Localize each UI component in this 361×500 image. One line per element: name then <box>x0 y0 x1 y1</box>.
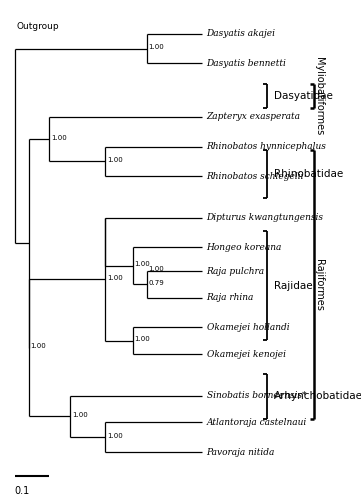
Text: Dasyatis bennetti: Dasyatis bennetti <box>206 59 287 68</box>
Text: Rhinobatos schlegelii: Rhinobatos schlegelii <box>206 172 304 180</box>
Text: 1.00: 1.00 <box>51 134 67 140</box>
Text: 1.00: 1.00 <box>135 262 151 268</box>
Text: Raja pulchra: Raja pulchra <box>206 266 265 276</box>
Text: Pavoraja nitida: Pavoraja nitida <box>206 448 275 456</box>
Text: Outgroup: Outgroup <box>16 22 59 31</box>
Text: Arhynchobatidae: Arhynchobatidae <box>274 392 361 402</box>
Text: 1.00: 1.00 <box>107 274 122 280</box>
Text: Dasyatidae: Dasyatidae <box>274 90 333 101</box>
Text: 1.00: 1.00 <box>107 157 122 163</box>
Text: 0.79: 0.79 <box>148 280 164 286</box>
Text: Rhinobatidae: Rhinobatidae <box>274 169 344 179</box>
Text: Sinobatis borneensis*: Sinobatis borneensis* <box>206 391 306 400</box>
Text: Okamejei kenojei: Okamejei kenojei <box>206 350 286 358</box>
Text: Atlantoraja castelnaui: Atlantoraja castelnaui <box>206 418 307 427</box>
Text: 1.00: 1.00 <box>72 412 88 418</box>
Text: 1.00: 1.00 <box>148 44 164 50</box>
Text: Dipturus kwangtungensis: Dipturus kwangtungensis <box>206 213 323 222</box>
Text: 0.1: 0.1 <box>14 486 30 496</box>
Text: Rajiformes: Rajiformes <box>314 258 325 310</box>
Text: 1.00: 1.00 <box>107 432 122 438</box>
Text: Dasyatis akajei: Dasyatis akajei <box>206 30 276 38</box>
Text: Zapteryx exasperata: Zapteryx exasperata <box>206 112 301 122</box>
Text: Rhinobatos hynnicephalus: Rhinobatos hynnicephalus <box>206 142 326 151</box>
Text: 1.00: 1.00 <box>30 344 46 349</box>
Text: Okamejei hollandi: Okamejei hollandi <box>206 323 289 332</box>
Text: Raja rhina: Raja rhina <box>206 294 254 302</box>
Text: Myliobatiformes: Myliobatiformes <box>314 56 325 135</box>
Text: 1.00: 1.00 <box>148 266 164 272</box>
Text: Rajidae: Rajidae <box>274 281 313 291</box>
Text: 1.00: 1.00 <box>135 336 151 342</box>
Text: Hongeo koreana: Hongeo koreana <box>206 243 282 252</box>
